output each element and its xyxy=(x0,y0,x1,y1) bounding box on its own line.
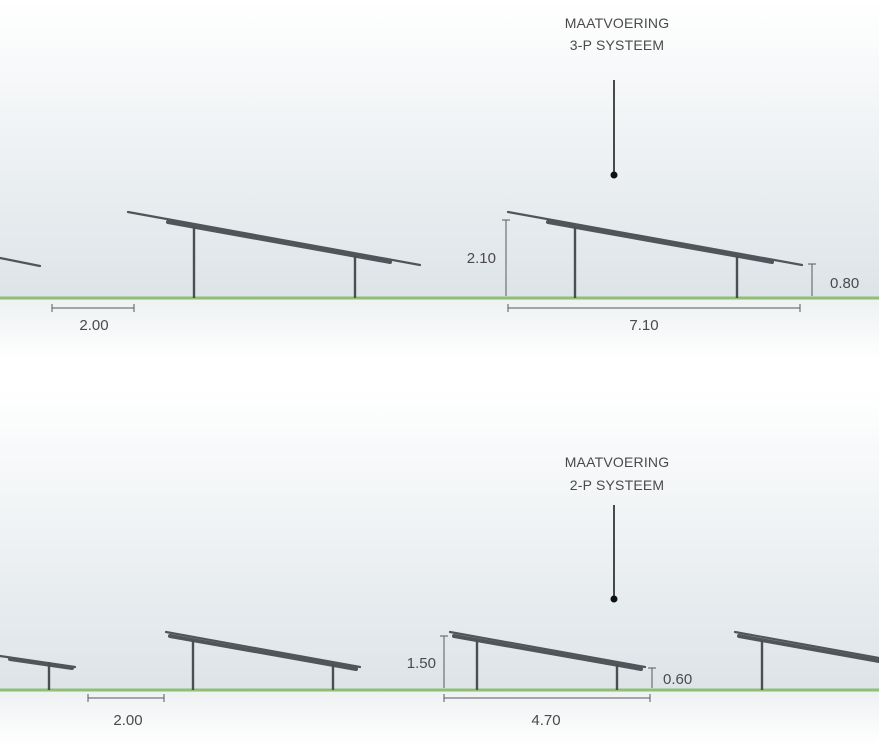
diagram-title-line-1: MAATVOERING xyxy=(565,15,670,31)
pointer-dot xyxy=(610,595,618,603)
dimension-label: 7.10 xyxy=(629,317,658,334)
diagram-title-line-2: 2-P SYSTEEM xyxy=(570,477,665,493)
sky-background xyxy=(0,0,879,298)
solar-panel-row xyxy=(0,256,42,268)
solar-panel-row xyxy=(126,210,422,298)
under-ground-background xyxy=(0,691,879,746)
panel-surface xyxy=(448,630,647,669)
dimension-panel-width: 7.10 xyxy=(507,304,801,334)
solar-panel-row xyxy=(506,210,804,298)
dimension-high-height: 2.10 xyxy=(467,219,510,296)
dimension-label: 0.60 xyxy=(663,671,692,688)
dimension-low-height: 0.60 xyxy=(648,667,692,688)
dimension-label: 4.70 xyxy=(531,712,560,729)
dimension-label: 2.00 xyxy=(113,712,142,729)
under-ground-background xyxy=(0,299,879,361)
solar-panel-row xyxy=(0,654,77,690)
diagram-2p-system: MAATVOERING 2-P SYSTEEM xyxy=(0,388,879,746)
dimension-panel-width: 4.70 xyxy=(443,694,651,729)
diagram-title-line-2: 3-P SYSTEEM xyxy=(570,37,665,53)
diagram-title-line-1: MAATVOERING xyxy=(565,454,670,470)
panel-surface xyxy=(164,630,362,669)
panel-surface xyxy=(506,210,804,267)
diagram-3p-system: MAATVOERING 3-P SYSTEEM 2.00 xyxy=(0,0,879,361)
dimension-row-spacing: 2.00 xyxy=(87,694,165,729)
dimension-label: 2.10 xyxy=(467,250,496,267)
solar-panel-row xyxy=(733,630,879,690)
dimension-low-height: 0.80 xyxy=(808,263,859,296)
dimension-high-height: 1.50 xyxy=(407,635,448,688)
panel-rail xyxy=(168,634,358,671)
dimension-row-spacing: 2.00 xyxy=(51,304,135,334)
panel-rail xyxy=(452,634,643,671)
pointer-dot xyxy=(610,171,618,179)
dimension-label: 0.80 xyxy=(830,275,859,292)
dimension-label: 2.00 xyxy=(79,317,108,334)
solar-panel-row xyxy=(164,630,362,690)
panel-rail xyxy=(166,220,392,264)
panel-rail xyxy=(546,220,774,264)
sky-background xyxy=(0,388,879,690)
panel-surface xyxy=(126,210,422,267)
dimension-label: 1.50 xyxy=(407,655,436,672)
solar-panel-row xyxy=(448,630,647,690)
